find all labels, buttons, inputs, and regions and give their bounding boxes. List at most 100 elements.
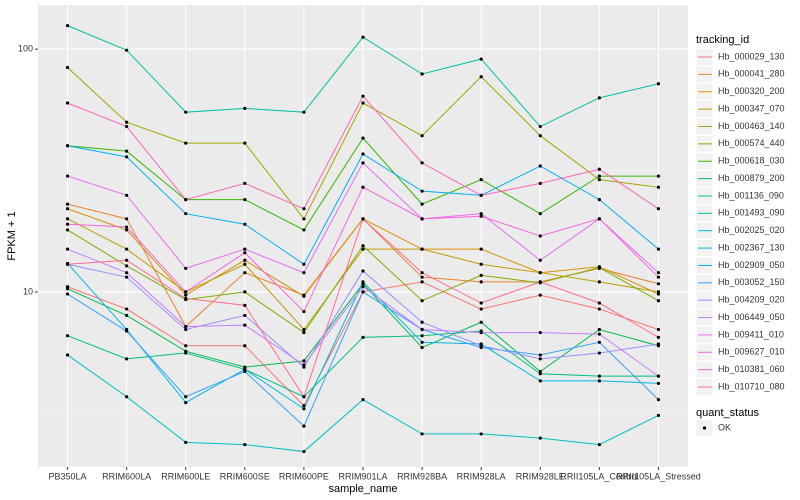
point-legend-title: quant_status [696, 407, 759, 419]
data-point [125, 271, 129, 275]
data-point [65, 174, 70, 178]
data-point [656, 413, 661, 417]
data-point [65, 262, 70, 266]
x-tick-label: PB350LA [49, 471, 87, 481]
data-point [597, 301, 601, 305]
data-point [479, 320, 483, 324]
data-point [184, 395, 188, 399]
data-point [597, 174, 601, 178]
data-point [538, 379, 542, 383]
data-point [125, 149, 129, 153]
data-point [65, 207, 70, 211]
x-tick-label: RRIM600PE [279, 471, 329, 481]
data-point [479, 344, 483, 348]
data-point [656, 174, 661, 178]
x-tick-label: RRIM600LE [161, 471, 210, 481]
legend-label: Hb_000029_130 [718, 51, 785, 61]
data-point [656, 185, 661, 189]
data-point [125, 155, 129, 159]
data-point [65, 222, 70, 226]
x-tick-label: RRIM928LA [457, 471, 506, 481]
data-point [420, 189, 424, 193]
legend-label: Hb_006449_050 [718, 312, 785, 322]
data-point [597, 307, 601, 311]
data-point [597, 178, 601, 182]
data-point [361, 152, 365, 156]
data-point [597, 442, 601, 447]
data-point [538, 293, 542, 297]
data-point [479, 262, 483, 266]
data-point [479, 247, 483, 251]
legend-label: Hb_000463_140 [718, 121, 785, 131]
data-point [538, 134, 542, 138]
data-point [361, 244, 365, 248]
data-point [656, 327, 661, 332]
x-tick-label: RRIM600LA [102, 471, 151, 481]
y-tick-label: 10 [23, 286, 33, 296]
legend-label: OK [718, 422, 731, 432]
data-point [302, 271, 306, 275]
x-tick-label: RRII105LA_Control [560, 471, 638, 481]
data-point [361, 35, 365, 39]
data-point [597, 374, 601, 378]
data-point [184, 293, 188, 297]
data-point [302, 294, 306, 298]
data-point [656, 290, 661, 294]
legend-label: Hb_000041_280 [718, 69, 785, 79]
data-point [125, 329, 129, 333]
data-point [656, 247, 661, 251]
data-point [65, 353, 70, 357]
data-point [125, 357, 129, 361]
data-point [302, 327, 306, 332]
data-point [361, 94, 365, 98]
x-tick-label: RRIM600SE [220, 471, 270, 481]
data-point [302, 407, 306, 411]
data-point [243, 251, 247, 255]
y-tick-label: 100 [18, 44, 33, 54]
data-point [125, 228, 129, 232]
data-point [125, 275, 129, 279]
data-point [597, 332, 601, 336]
legend-label: Hb_003052_150 [718, 277, 785, 287]
data-point [420, 299, 424, 303]
legend-label: Hb_002025_020 [718, 225, 785, 235]
data-point [656, 335, 661, 339]
data-point [125, 48, 129, 52]
data-point [184, 351, 188, 355]
data-point [538, 124, 542, 129]
data-point [538, 436, 542, 440]
data-point [184, 110, 188, 114]
data-point [302, 404, 306, 408]
legend-label: Hb_000320_200 [718, 86, 785, 96]
data-point [243, 290, 247, 294]
data-point [656, 374, 661, 378]
data-point [65, 292, 70, 296]
data-point [184, 400, 188, 405]
data-point [243, 222, 247, 226]
legend-label: Hb_000347_070 [718, 103, 785, 113]
data-point [597, 198, 601, 202]
data-point [65, 101, 70, 105]
data-point [302, 262, 306, 266]
data-point [302, 359, 306, 363]
data-point [65, 228, 70, 232]
data-point [184, 440, 188, 444]
legend-label: Hb_000879_200 [718, 173, 785, 183]
data-point [243, 442, 247, 447]
data-point [243, 313, 247, 318]
y-axis-title: FPKM + 1 [6, 211, 18, 260]
data-point [184, 327, 188, 332]
data-point [65, 65, 70, 70]
data-point [597, 280, 601, 284]
legend-point [702, 426, 707, 430]
data-point [420, 72, 424, 76]
data-point [597, 351, 601, 355]
data-point [420, 247, 424, 251]
data-point [361, 247, 365, 251]
data-point [420, 161, 424, 165]
legend-label: Hb_002367_130 [718, 242, 785, 252]
data-point [420, 202, 424, 206]
data-point [420, 432, 424, 436]
data-point [302, 228, 306, 232]
